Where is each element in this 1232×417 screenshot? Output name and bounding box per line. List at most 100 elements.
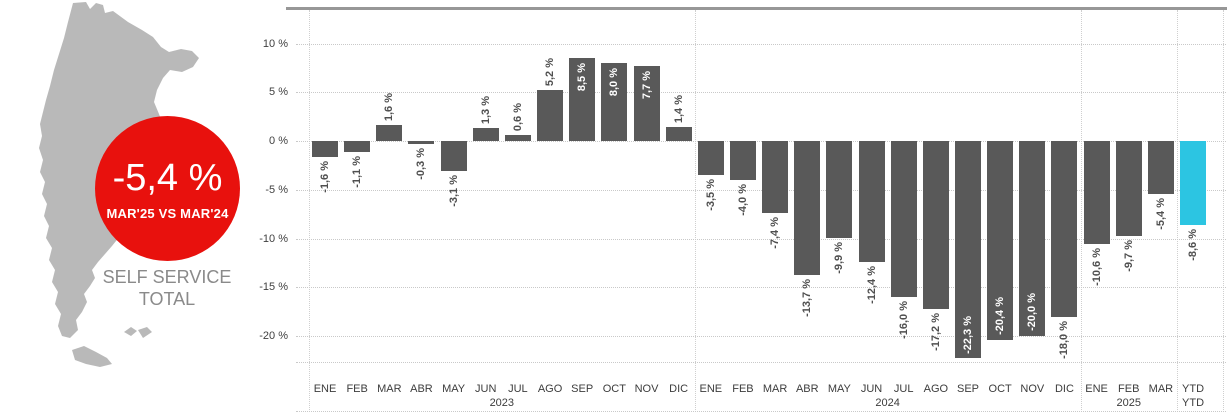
x-axis-month: DIC	[669, 383, 689, 395]
bar-mar-26[interactable]	[1147, 141, 1174, 194]
x-axis-month: ENE	[699, 383, 723, 395]
bar-dic-23[interactable]	[1051, 141, 1078, 317]
bar-value-label: -5,4 %	[1154, 197, 1167, 230]
bar-value-label: 8,5 %	[576, 63, 589, 92]
bar-value-label: 1,3 %	[479, 96, 492, 125]
bar-value-label: 5,2 %	[544, 58, 557, 87]
gridline	[296, 336, 1226, 337]
bar-feb-13[interactable]	[729, 141, 756, 180]
x-axis-month: MAR	[377, 383, 402, 395]
bar-jul-6[interactable]	[504, 135, 531, 141]
x-axis-month: AGO	[537, 383, 563, 395]
x-axis-month: MAY	[827, 383, 851, 395]
x-axis-month: SEP	[571, 383, 594, 395]
bar-value-label: -8,6 %	[1187, 228, 1200, 261]
bar-ago-7[interactable]	[537, 90, 564, 141]
y-tick-label: -10 %	[259, 232, 288, 245]
bar-ene-24[interactable]	[1083, 141, 1110, 245]
bar-value-label: -22,3 %	[962, 315, 974, 354]
year-separator	[308, 10, 310, 412]
y-tick-label: -5 %	[265, 183, 288, 196]
panel-title: SELF SERVICE TOTAL	[47, 266, 287, 310]
bar-feb-1[interactable]	[344, 141, 371, 152]
x-axis-month: SEP	[956, 383, 979, 395]
bar-ytd-27[interactable]	[1180, 141, 1207, 225]
tierra-del-fuego	[72, 346, 112, 367]
bar-mar-2[interactable]	[376, 125, 403, 141]
x-axis-month: JUN	[475, 383, 497, 395]
bar-may-4[interactable]	[440, 141, 467, 172]
bar-value-label: -17,2 %	[929, 312, 942, 351]
bar-value-label: -20,0 %	[1026, 293, 1039, 331]
bar-value-label: -10,6 %	[1090, 248, 1103, 287]
bar-value-label: 1,4 %	[672, 95, 685, 124]
bar-mar-14[interactable]	[762, 141, 789, 214]
y-tick-label: -15 %	[259, 281, 288, 294]
bar-value-label: -12,4 %	[865, 265, 878, 304]
year-separator	[1176, 10, 1178, 412]
bar-value-label: -4,0 %	[736, 184, 749, 216]
x-axis-month: YTD	[1182, 383, 1205, 395]
x-axis-month: DIC	[1054, 383, 1074, 395]
x-axis-month: JUL	[893, 383, 914, 395]
x-axis-month: NOV	[1020, 383, 1045, 395]
bar-dic-11[interactable]	[665, 127, 692, 141]
kpi-caption: MAR'25 VS MAR'24	[106, 205, 229, 221]
bar-sep-20[interactable]	[955, 141, 981, 359]
x-axis-month: JUL	[508, 383, 528, 395]
x-axis-month: MAR	[1148, 383, 1174, 395]
bar-value-label: -18,0 %	[1058, 320, 1071, 359]
chart-top-border	[286, 7, 1227, 10]
bar-value-label: -9,7 %	[1122, 239, 1135, 272]
plot-right-edge	[1223, 10, 1224, 412]
bar-oct-21[interactable]	[987, 141, 1014, 340]
x-axis-month: ENE	[313, 383, 337, 395]
bar-value-label: 7,7 %	[640, 70, 653, 100]
bar-value-label: -16,0 %	[897, 301, 910, 339]
bar-value-label: -20,4 %	[994, 296, 1007, 335]
x-axis-year: 2023	[489, 397, 515, 409]
x-axis-month: NOV	[634, 383, 659, 395]
bar-nov-10[interactable]	[633, 65, 660, 141]
gridline	[296, 189, 1226, 191]
bar-jun-5[interactable]	[472, 128, 499, 141]
bar-sep-8[interactable]	[569, 58, 596, 141]
x-axis-month: AGO	[923, 383, 949, 395]
x-axis-month: FEB	[346, 383, 368, 395]
x-axis-month: MAR	[762, 383, 788, 395]
bar-jun-17[interactable]	[858, 141, 885, 262]
x-axis-month: JUN	[860, 383, 883, 395]
bar-value-label: -7,4 %	[769, 217, 782, 249]
bar-nov-22[interactable]	[1019, 141, 1046, 336]
bar-abr-15[interactable]	[794, 141, 821, 275]
bar-value-label: -3,1 %	[447, 175, 460, 208]
x-axis-month: OCT	[602, 383, 626, 395]
year-separator	[694, 10, 696, 412]
bar-value-label: -1,6 %	[319, 160, 331, 193]
gridline	[296, 141, 1226, 142]
panel-title-line2: TOTAL	[138, 289, 196, 309]
bar-feb-25[interactable]	[1115, 141, 1142, 236]
panel-title-line1: SELF SERVICE	[102, 267, 232, 287]
bar-oct-9[interactable]	[601, 63, 628, 141]
y-tick-label: 5 %	[269, 86, 288, 99]
x-axis-year: 2025	[1116, 397, 1141, 409]
bar-abr-3[interactable]	[408, 141, 435, 144]
x-axis-month: ENE	[1085, 383, 1108, 395]
bar-may-16[interactable]	[826, 141, 853, 238]
bar-value-label: 8,0 %	[608, 68, 621, 97]
x-axis-month: FEB	[1118, 383, 1140, 395]
gridline	[296, 43, 1226, 45]
bar-ene-12[interactable]	[697, 141, 724, 176]
bar-jul-18[interactable]	[890, 141, 917, 297]
bar-value-label: -0,3 %	[415, 147, 428, 180]
x-axis-month: ABR	[795, 383, 819, 395]
gridline	[296, 92, 1226, 94]
bar-value-label: 0,6 %	[511, 103, 524, 132]
bar-ago-19[interactable]	[922, 141, 949, 309]
y-tick-label: 0 %	[269, 135, 288, 147]
bar-ene-0[interactable]	[312, 141, 338, 157]
bar-value-label: -13,7 %	[801, 278, 814, 317]
bar-value-label: 1,6 %	[383, 93, 396, 122]
